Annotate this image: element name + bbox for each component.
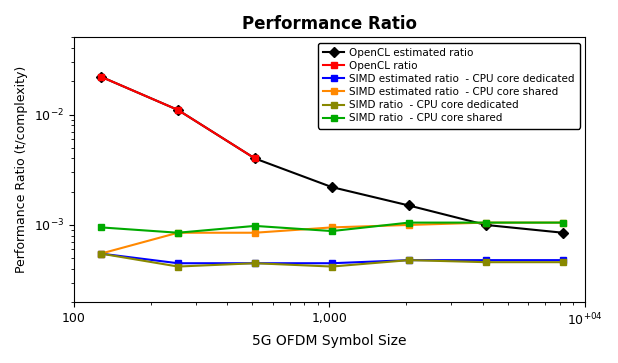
Line: SIMD ratio  - CPU core dedicated: SIMD ratio - CPU core dedicated [98,250,566,270]
SIMD ratio  - CPU core dedicated [251,261,258,265]
SIMD ratio  - CPU core shared [559,220,567,225]
OpenCL estimated ratio [97,74,104,79]
SIMD ratio  - CPU core dedicated [97,252,104,256]
SIMD estimated ratio  - CPU core dedicated [559,258,567,262]
OpenCL estimated ratio [251,156,258,161]
Line: SIMD estimated ratio  - CPU core shared: SIMD estimated ratio - CPU core shared [98,219,566,257]
SIMD estimated ratio  - CPU core shared [251,231,258,235]
OpenCL estimated ratio [559,231,567,235]
OpenCL ratio [97,74,104,79]
Line: OpenCL estimated ratio: OpenCL estimated ratio [98,73,566,236]
SIMD ratio  - CPU core shared [482,220,489,225]
SIMD ratio  - CPU core dedicated [328,264,336,269]
SIMD estimated ratio  - CPU core shared [97,252,104,256]
SIMD estimated ratio  - CPU core shared [328,225,336,229]
SIMD ratio  - CPU core shared [328,229,336,233]
SIMD ratio  - CPU core shared [405,220,413,225]
SIMD estimated ratio  - CPU core dedicated [328,261,336,265]
Y-axis label: Performance Ratio (t/complexity): Performance Ratio (t/complexity) [15,66,28,273]
OpenCL estimated ratio [405,203,413,208]
OpenCL estimated ratio [482,223,489,227]
Line: OpenCL ratio: OpenCL ratio [98,73,258,162]
SIMD estimated ratio  - CPU core dedicated [482,258,489,262]
OpenCL estimated ratio [174,108,182,112]
SIMD estimated ratio  - CPU core shared [559,220,567,225]
OpenCL ratio [251,156,258,161]
SIMD ratio  - CPU core dedicated [482,260,489,264]
SIMD estimated ratio  - CPU core dedicated [174,261,182,265]
Legend: OpenCL estimated ratio, OpenCL ratio, SIMD estimated ratio  - CPU core dedicated: OpenCL estimated ratio, OpenCL ratio, SI… [318,42,580,129]
SIMD estimated ratio  - CPU core dedicated [97,252,104,256]
SIMD ratio  - CPU core shared [251,224,258,228]
SIMD estimated ratio  - CPU core shared [482,220,489,225]
SIMD ratio  - CPU core shared [174,231,182,235]
Line: SIMD estimated ratio  - CPU core dedicated: SIMD estimated ratio - CPU core dedicate… [98,250,566,267]
SIMD ratio  - CPU core dedicated [174,264,182,269]
SIMD ratio  - CPU core dedicated [405,258,413,262]
SIMD estimated ratio  - CPU core dedicated [405,258,413,262]
SIMD estimated ratio  - CPU core dedicated [251,261,258,265]
OpenCL estimated ratio [328,185,336,189]
Title: Performance Ratio: Performance Ratio [242,15,417,33]
SIMD estimated ratio  - CPU core shared [174,231,182,235]
SIMD ratio  - CPU core dedicated [559,260,567,264]
SIMD estimated ratio  - CPU core shared [405,223,413,227]
Line: SIMD ratio  - CPU core shared: SIMD ratio - CPU core shared [98,219,566,236]
OpenCL ratio [174,108,182,112]
SIMD ratio  - CPU core shared [97,225,104,229]
X-axis label: 5G OFDM Symbol Size: 5G OFDM Symbol Size [252,334,407,348]
